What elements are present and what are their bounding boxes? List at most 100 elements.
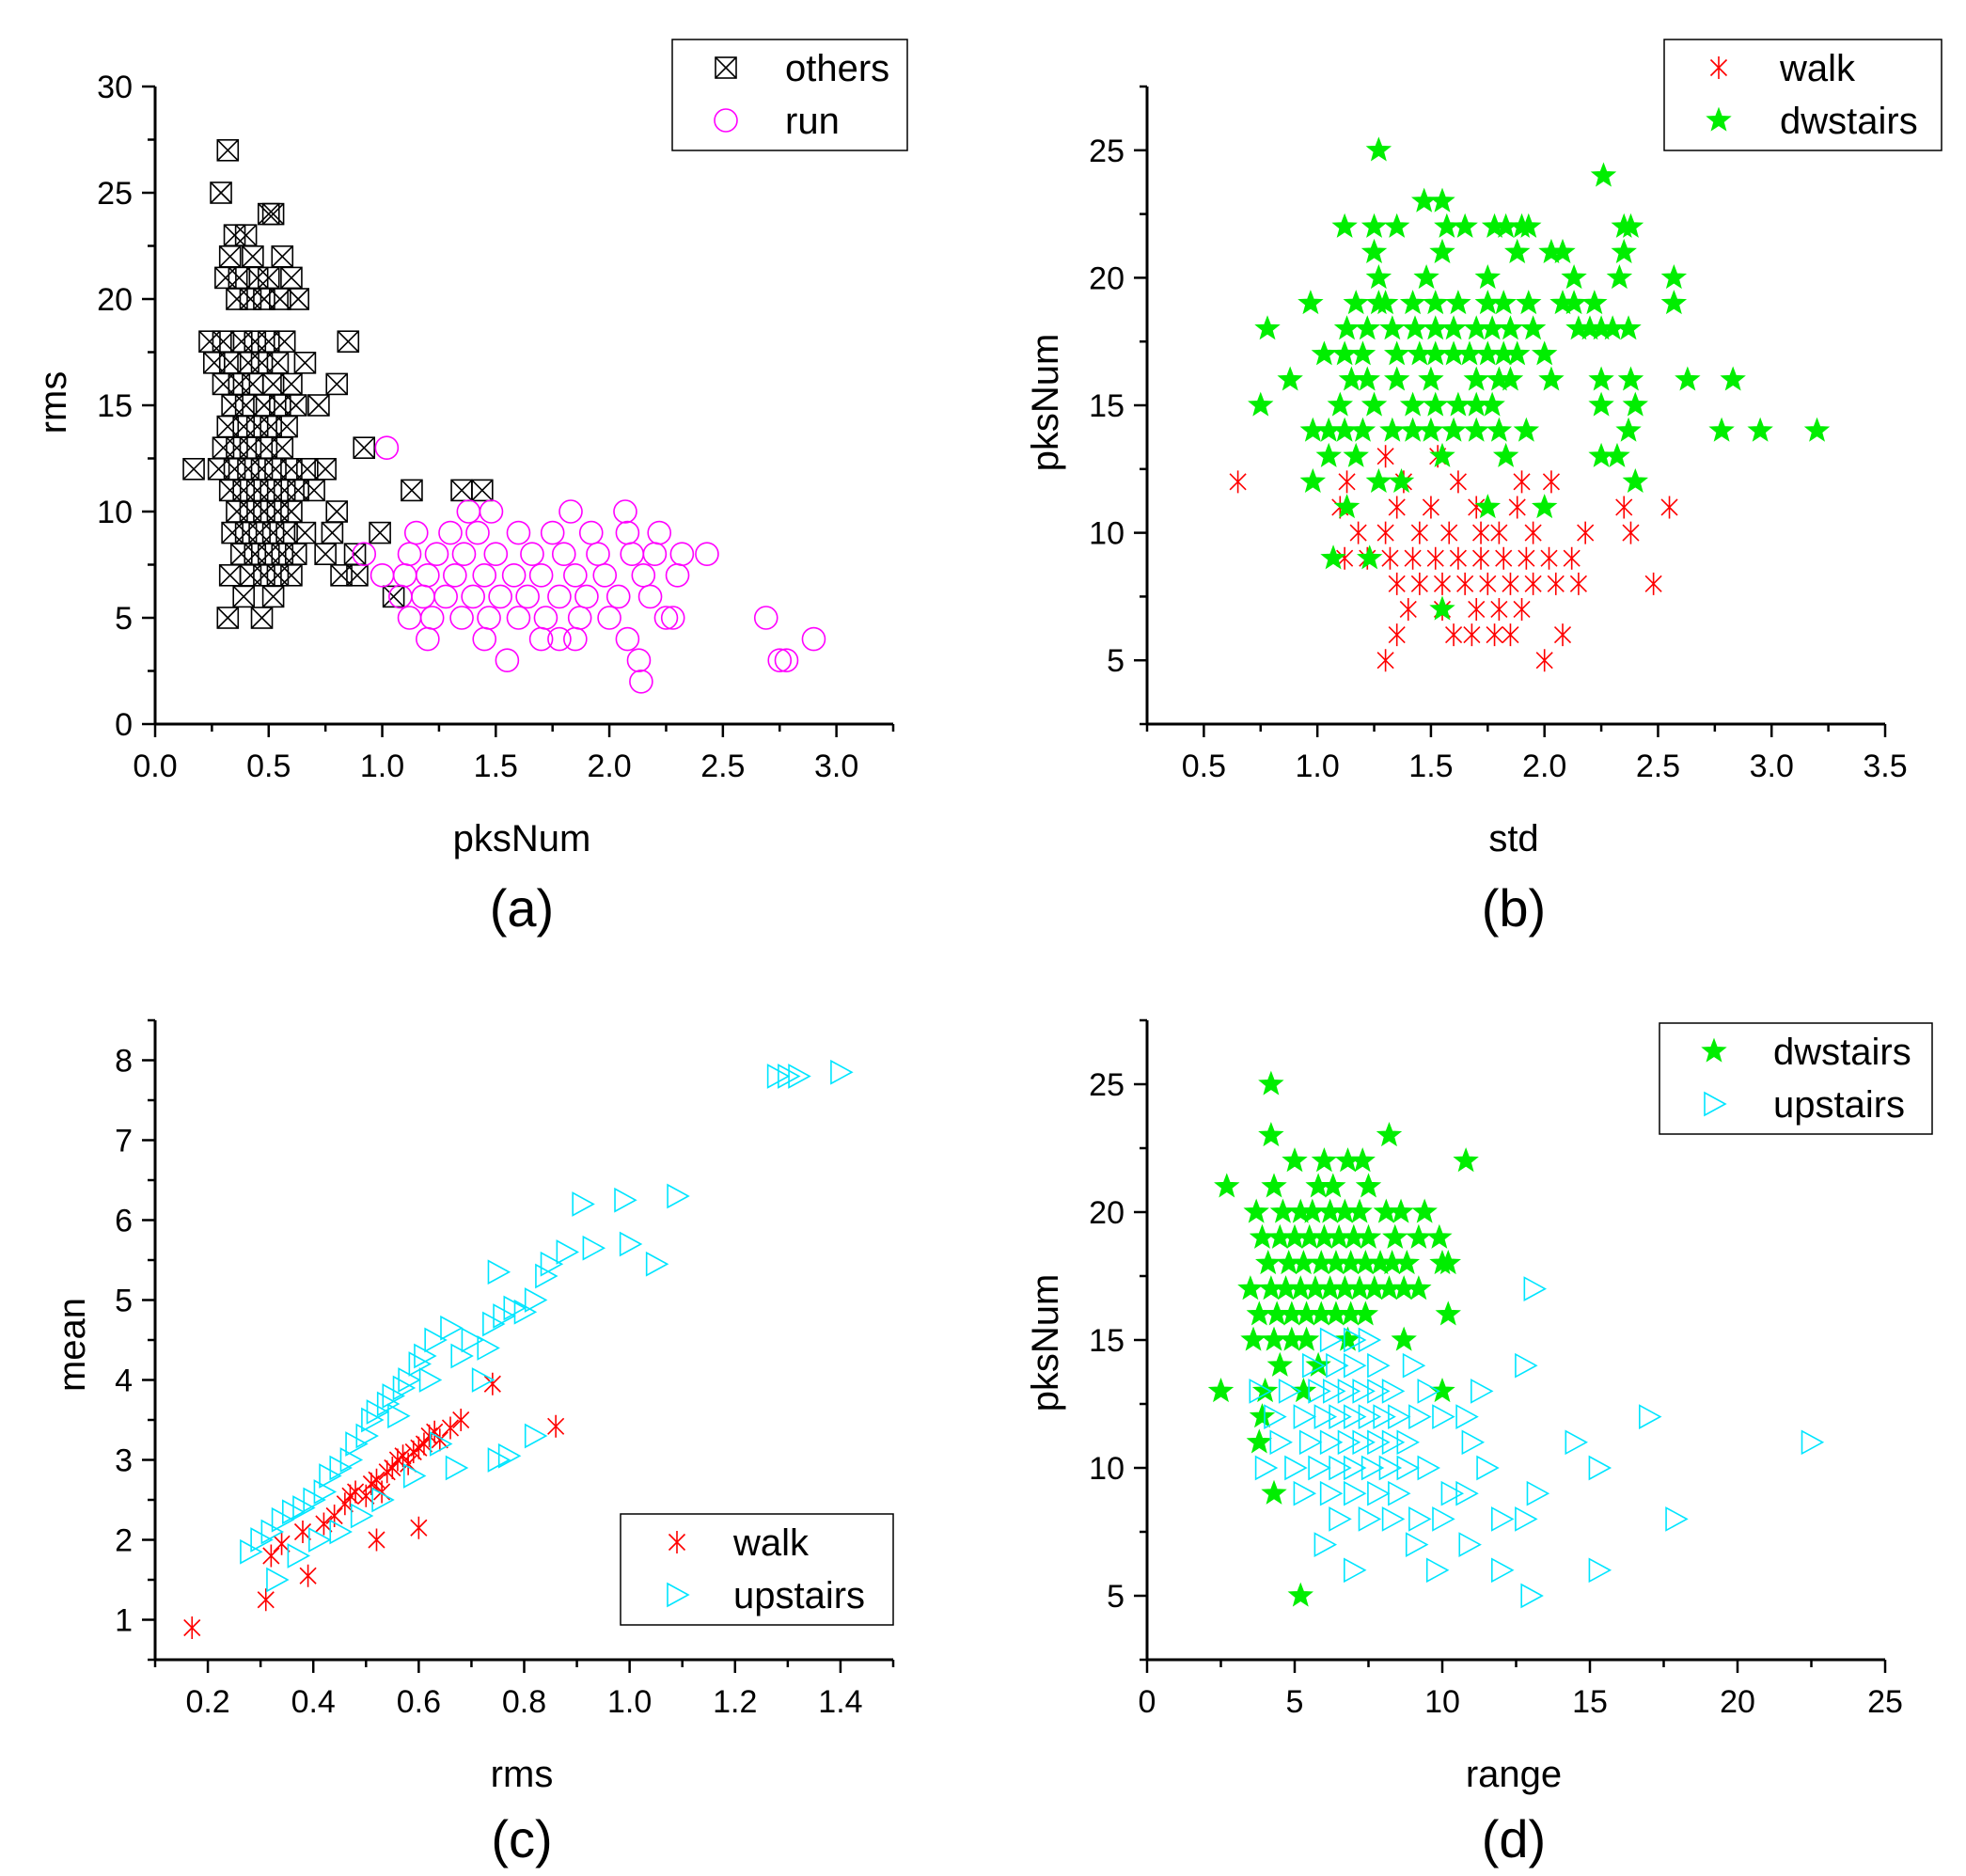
data-point-walk [1338, 470, 1356, 494]
data-point-run [642, 542, 668, 567]
data-point-dwstairs [1588, 366, 1614, 391]
data-point-walk [483, 1372, 501, 1395]
data-point-run [558, 499, 583, 524]
data-point-upstairs [355, 1423, 379, 1449]
data-point-dwstairs [1406, 1275, 1432, 1301]
series-dwstairs [1248, 136, 1831, 621]
data-point-upstairs [667, 1183, 690, 1209]
data-point-dwstairs [1426, 1223, 1453, 1249]
data-point-others [275, 415, 298, 438]
chart-panel-b: 0.5 1.0 1.5 2.0 2.5 3.0 3.5 5 10 15 20 25 std pksNu… [1025, 39, 1942, 938]
data-point-dwstairs [1290, 1377, 1317, 1403]
data-point-dwstairs [1388, 467, 1415, 494]
x-tick-label: 2.5 [1636, 749, 1680, 784]
data-point-run [586, 542, 610, 567]
data-point-upstairs [1565, 1429, 1588, 1456]
data-point-walk [1388, 572, 1406, 595]
series-walk [1229, 445, 1678, 672]
data-point-upstairs [1344, 1455, 1367, 1481]
chart-b-x-axis-label: std [1488, 818, 1538, 859]
data-point-run [615, 520, 640, 545]
data-point-run [665, 562, 690, 588]
data-point-dwstairs [1282, 1147, 1308, 1173]
y-tick-label: 6 [115, 1204, 133, 1239]
x-tick-label: 10 [1424, 1684, 1460, 1720]
data-point-walk [299, 1564, 317, 1587]
data-point-upstairs [1523, 1276, 1548, 1301]
data-point-dwstairs [1490, 290, 1517, 315]
data-point-run [515, 584, 540, 609]
data-point-run [753, 606, 779, 630]
data-point-dwstairs [1675, 366, 1701, 391]
y-tick-label: 20 [1089, 1195, 1125, 1231]
data-point-others [337, 330, 360, 354]
data-point-dwstairs [1266, 1351, 1294, 1377]
data-point-dwstairs [1360, 238, 1388, 263]
data-point-dwstairs [1440, 417, 1467, 442]
data-point-run [416, 562, 440, 588]
data-point-upstairs [445, 1455, 469, 1481]
data-point-others [255, 436, 278, 460]
data-point-run [477, 606, 501, 630]
data-point-upstairs [313, 1479, 338, 1505]
data-point-dwstairs [1258, 1121, 1284, 1147]
data-point-run [653, 606, 679, 630]
data-point-upstairs [1381, 1429, 1406, 1456]
data-point-dwstairs [1352, 1301, 1379, 1326]
x-tick-label: 1.0 [1296, 749, 1340, 784]
data-point-others [203, 351, 226, 374]
data-point-run [479, 499, 504, 524]
x-tick-label: 0.0 [133, 749, 177, 784]
data-point-upstairs [1344, 1557, 1367, 1584]
data-point-others [216, 139, 240, 162]
data-point-walk [1524, 521, 1542, 544]
data-point-run [465, 520, 490, 545]
data-point-run [388, 584, 413, 609]
data-point-others [280, 266, 303, 290]
x-tick-label: 1.5 [474, 749, 518, 784]
x-tick-label: 1.2 [713, 1684, 757, 1720]
data-point-dwstairs [1617, 213, 1644, 238]
data-point-dwstairs [1660, 263, 1688, 290]
data-point-upstairs [350, 1503, 374, 1529]
data-point-upstairs [1378, 1455, 1403, 1481]
data-point-upstairs [619, 1231, 643, 1257]
data-point-upstairs [535, 1263, 558, 1289]
data-point-walk [1426, 546, 1444, 570]
data-point-upstairs [582, 1235, 606, 1261]
chart-a-x-axis-label: pksNum [453, 818, 591, 859]
data-point-others [239, 436, 262, 460]
data-point-walk [1502, 623, 1519, 647]
data-point-upstairs [1588, 1455, 1612, 1481]
data-point-run [647, 520, 672, 545]
y-tick-label: 5 [115, 601, 133, 637]
data-point-dwstairs [1379, 417, 1406, 442]
data-point-walk [1490, 521, 1508, 544]
data-point-dwstairs [1440, 315, 1467, 340]
data-point-dwstairs [1474, 494, 1502, 519]
data-point-dwstairs [1615, 315, 1642, 340]
legend-marker-walk [1709, 56, 1728, 79]
data-point-upstairs [1358, 1404, 1382, 1429]
data-point-upstairs [1408, 1506, 1432, 1532]
data-point-dwstairs [1320, 1173, 1346, 1198]
data-point-dwstairs [1248, 391, 1274, 417]
data-point-dwstairs [1333, 315, 1360, 340]
data-point-run [528, 626, 554, 652]
data-point-others [280, 500, 303, 523]
data-point-run [578, 520, 604, 545]
data-point-run [403, 520, 429, 545]
chart-panel-c: 0.2 0.4 0.6 0.8 1.0 1.2 1.4 1 2 3 4 5 6 7 8 rms mean (… [52, 1018, 895, 1868]
data-point-others [293, 351, 317, 374]
data-point-upstairs [1352, 1429, 1376, 1456]
data-point-upstairs [1284, 1455, 1308, 1481]
data-point-dwstairs [1418, 366, 1444, 391]
data-point-dwstairs [1355, 1173, 1382, 1198]
data-point-dwstairs [1479, 315, 1505, 340]
data-point-upstairs [1302, 1352, 1326, 1379]
data-point-dwstairs [1435, 1249, 1461, 1275]
data-point-others [234, 224, 258, 246]
data-point-dwstairs [1383, 366, 1410, 391]
data-point-upstairs [266, 1567, 290, 1593]
